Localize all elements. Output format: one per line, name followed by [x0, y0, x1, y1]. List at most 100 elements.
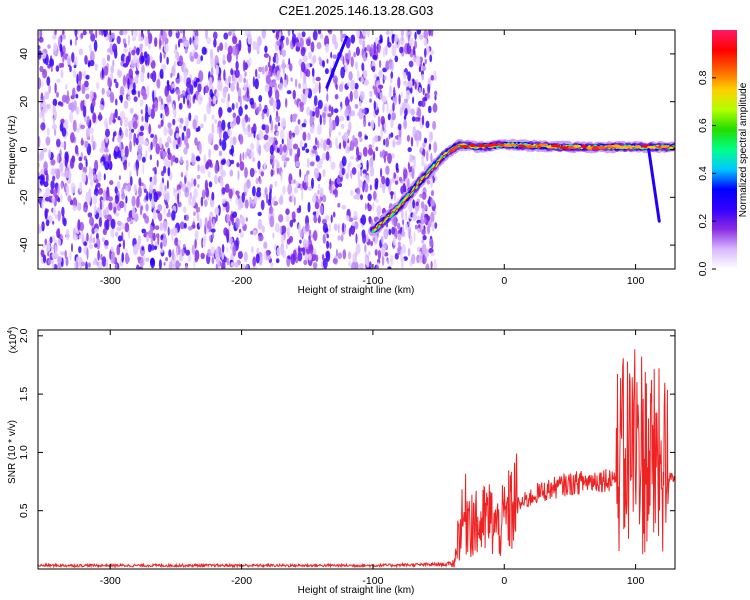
noise-speckle	[123, 162, 127, 171]
noise-speckle	[172, 103, 175, 115]
noise-speckle	[255, 177, 259, 185]
noise-speckle	[326, 146, 330, 151]
noise-speckle	[428, 143, 432, 151]
noise-speckle	[252, 229, 257, 236]
noise-speckle	[41, 81, 44, 88]
noise-speckle	[421, 191, 427, 200]
noise-speckle	[403, 98, 408, 103]
noise-speckle	[241, 117, 246, 129]
noise-speckle	[390, 190, 393, 200]
colorbar-label: Normalized spectral amplitude	[738, 82, 749, 217]
noise-speckle	[266, 251, 270, 257]
noise-speckle	[249, 97, 254, 106]
noise-speckle	[369, 184, 372, 191]
noise-speckle	[275, 30, 279, 41]
noise-speckle	[207, 170, 211, 178]
noise-speckle	[379, 92, 383, 100]
noise-speckle	[40, 249, 45, 258]
noise-speckle	[357, 171, 360, 182]
noise-speckle	[224, 78, 229, 86]
colorbar-tick-label: 0.0	[697, 262, 709, 277]
noise-speckle	[184, 187, 190, 198]
noise-speckle	[159, 181, 164, 194]
noise-speckle	[126, 216, 131, 222]
noise-speckle	[279, 226, 282, 235]
noise-speckle	[254, 78, 259, 90]
noise-speckle	[72, 87, 76, 99]
noise-speckle	[360, 76, 364, 84]
noise-speckle	[434, 90, 438, 96]
noise-speckle	[250, 150, 255, 159]
noise-speckle	[244, 71, 247, 77]
noise-speckle	[307, 132, 311, 141]
noise-speckle	[304, 89, 309, 99]
noise-speckle	[176, 247, 179, 258]
noise-speckle	[63, 140, 67, 151]
noise-speckle	[197, 83, 202, 93]
noise-speckle	[276, 247, 282, 257]
noise-speckle	[380, 37, 383, 43]
noise-speckle	[230, 122, 234, 129]
noise-speckle	[260, 199, 265, 211]
noise-speckle	[147, 243, 152, 253]
noise-speckle	[368, 122, 371, 127]
noise-speckle	[351, 227, 355, 236]
noise-speckle	[210, 228, 216, 233]
noise-speckle	[332, 258, 338, 264]
noise-speckle	[327, 113, 333, 118]
noise-speckle	[77, 202, 82, 212]
noise-speckle	[54, 30, 57, 36]
noise-speckle	[269, 154, 275, 160]
noise-speckle	[45, 219, 50, 227]
colorbar-tick-label: 0.8	[697, 70, 709, 85]
noise-speckle	[341, 204, 347, 210]
noise-speckle	[301, 146, 306, 151]
noise-speckle	[264, 84, 270, 93]
noise-speckle	[236, 81, 239, 92]
noise-speckle	[338, 131, 342, 136]
noise-speckle	[197, 126, 201, 132]
noise-speckle	[81, 137, 84, 146]
noise-speckle	[366, 30, 370, 37]
noise-speckle	[117, 235, 123, 242]
noise-speckle	[252, 157, 256, 162]
noise-speckle	[387, 266, 392, 269]
noise-speckle	[304, 142, 308, 148]
noise-speckle	[94, 205, 97, 216]
noise-speckle	[188, 112, 192, 122]
noise-speckle	[83, 155, 87, 161]
noise-speckle	[422, 207, 425, 218]
noise-speckle	[119, 200, 125, 209]
noise-speckle	[414, 40, 417, 49]
noise-speckle	[93, 174, 96, 181]
noise-speckle	[239, 231, 245, 239]
noise-speckle	[41, 108, 45, 120]
noise-speckle	[367, 193, 372, 202]
noise-speckle	[315, 76, 321, 82]
noise-speckle	[326, 58, 329, 64]
noise-speckle	[128, 132, 132, 141]
noise-speckle	[122, 239, 125, 250]
noise-speckle	[244, 167, 248, 179]
noise-speckle	[305, 222, 310, 232]
noise-speckle	[345, 215, 350, 222]
noise-speckle	[97, 171, 102, 182]
noise-speckle	[183, 95, 186, 105]
noise-speckle	[197, 206, 201, 213]
noise-speckle	[190, 201, 195, 207]
noise-speckle	[131, 195, 136, 207]
noise-speckle	[331, 106, 334, 115]
noise-speckle	[149, 154, 153, 161]
noise-speckle	[173, 187, 176, 197]
noise-speckle	[103, 148, 109, 153]
noise-speckle	[215, 263, 218, 269]
noise-speckle	[149, 176, 153, 183]
noise-speckle	[85, 74, 90, 80]
noise-speckle	[93, 39, 98, 52]
noise-speckle	[62, 30, 65, 36]
noise-speckle	[84, 140, 89, 149]
noise-speckle	[53, 188, 58, 198]
noise-speckle	[333, 223, 338, 231]
noise-speckle	[326, 240, 330, 249]
